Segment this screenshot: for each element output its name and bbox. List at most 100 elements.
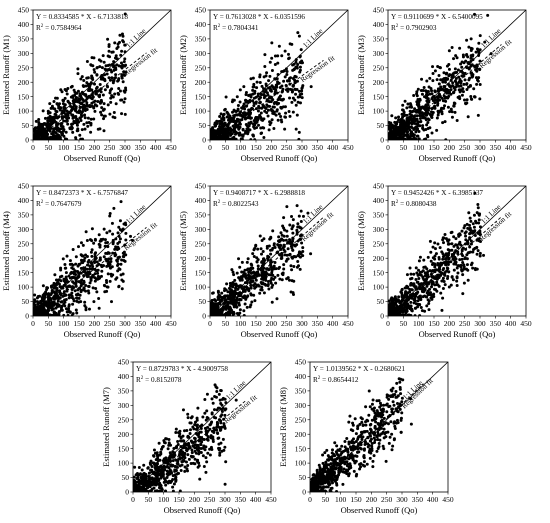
data-point	[86, 289, 90, 293]
data-point	[77, 245, 80, 249]
data-point	[295, 204, 299, 208]
data-point	[478, 83, 482, 87]
data-point	[90, 97, 94, 101]
one-to-one-label: 1:1 Line	[124, 203, 147, 225]
data-point	[93, 99, 97, 103]
x-tick-label: 100	[235, 143, 247, 152]
data-point	[388, 127, 391, 131]
data-point	[77, 120, 81, 124]
data-point	[216, 304, 219, 308]
data-point	[119, 98, 123, 102]
data-point	[48, 305, 52, 309]
data-point	[76, 288, 80, 292]
data-point	[216, 137, 220, 140]
data-point	[64, 89, 68, 93]
data-point	[121, 279, 125, 283]
data-point	[279, 231, 283, 235]
data-point	[296, 260, 300, 264]
data-point	[91, 286, 95, 290]
data-point	[241, 270, 245, 274]
data-point	[33, 298, 37, 302]
x-tick-label: 0	[208, 143, 212, 152]
data-point	[223, 313, 227, 316]
data-point	[79, 77, 83, 81]
data-point	[467, 251, 471, 255]
data-point	[441, 80, 445, 84]
data-point	[294, 92, 298, 96]
panel-m2: 0 50 100 150 200 250 300 350 400 4500501001502002…	[178, 6, 354, 163]
data-point	[112, 65, 116, 69]
data-point	[53, 120, 57, 124]
data-point	[393, 298, 397, 302]
data-point	[465, 263, 469, 267]
data-point	[474, 76, 478, 80]
data-point	[51, 284, 55, 288]
data-point	[79, 241, 83, 245]
data-point	[63, 263, 67, 267]
data-point	[86, 116, 90, 120]
x-tick-label: 50	[400, 143, 408, 152]
data-point	[102, 107, 106, 111]
data-point	[443, 77, 447, 81]
data-point	[92, 300, 96, 304]
data-point	[296, 253, 300, 257]
data-point	[95, 66, 99, 70]
data-point	[403, 313, 407, 316]
data-point	[106, 64, 110, 68]
data-point	[282, 234, 286, 238]
data-point	[414, 277, 418, 281]
data-point	[393, 295, 397, 299]
data-point	[291, 293, 295, 297]
data-point	[444, 253, 448, 257]
data-point	[75, 299, 79, 303]
data-point	[249, 293, 253, 297]
data-point	[297, 130, 301, 134]
data-point	[459, 265, 463, 269]
data-point	[467, 211, 471, 215]
data-point	[249, 262, 253, 266]
data-point	[401, 134, 405, 138]
data-point	[309, 85, 313, 89]
data-point	[266, 86, 270, 90]
data-point	[71, 263, 75, 267]
data-point	[431, 79, 435, 83]
data-point	[84, 283, 88, 287]
data-point	[296, 100, 300, 104]
data-point	[88, 103, 92, 107]
x-tick-label: 400	[327, 319, 339, 328]
data-point	[37, 122, 41, 126]
data-point	[247, 289, 251, 293]
data-point	[460, 229, 464, 233]
data-point	[252, 284, 256, 288]
data-point	[61, 257, 65, 261]
data-point	[71, 302, 75, 306]
x-tick-label: 50	[45, 319, 53, 328]
data-point	[476, 113, 480, 117]
data-point	[433, 254, 437, 258]
data-point	[412, 94, 416, 98]
x-tick-label: 250	[204, 495, 216, 504]
data-point	[64, 266, 68, 270]
data-point	[93, 272, 97, 276]
data-point	[102, 227, 106, 231]
y-tick-label: 250	[373, 63, 385, 72]
data-point	[103, 114, 107, 118]
r-squared-symbol: R	[391, 200, 396, 208]
data-point	[431, 281, 435, 285]
data-point	[451, 81, 455, 85]
data-point	[213, 122, 217, 126]
regression-equation: Y = 0.8472373 * X - 6.7576847	[36, 189, 128, 197]
data-point	[454, 243, 458, 247]
data-point	[415, 94, 419, 98]
y-tick-label: 300	[373, 225, 385, 234]
data-point	[267, 273, 271, 277]
data-point	[390, 301, 394, 305]
data-point	[435, 116, 439, 120]
data-point	[71, 247, 75, 251]
r-squared-superscript: 2	[218, 24, 221, 29]
data-point	[470, 97, 474, 101]
data-point	[262, 135, 266, 139]
data-point	[249, 108, 253, 112]
data-point	[425, 295, 429, 299]
data-point	[266, 282, 270, 286]
